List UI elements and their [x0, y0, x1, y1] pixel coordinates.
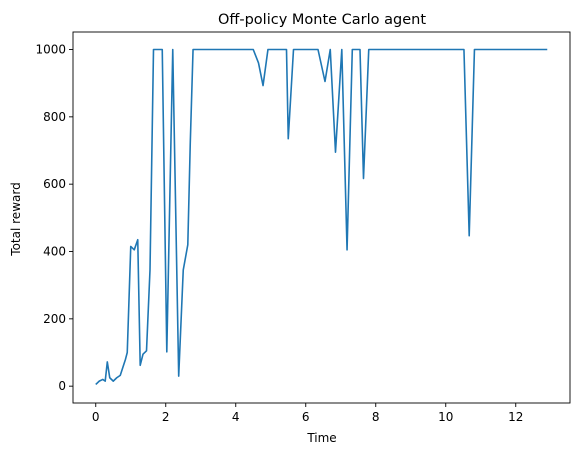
- series-line-0: [95, 48, 548, 386]
- y-tick-label-1000: 1000: [35, 43, 66, 57]
- x-tick-label-2: 2: [162, 410, 170, 424]
- x-tick-label-12: 12: [508, 410, 523, 424]
- chart-title: Off-policy Monte Carlo agent: [218, 12, 426, 28]
- x-tick-label-6: 6: [302, 410, 310, 424]
- y-tick-label-800: 800: [43, 110, 66, 124]
- x-tick-label-10: 10: [438, 410, 453, 424]
- y-tick-label-200: 200: [43, 312, 66, 326]
- x-tick-label-0: 0: [92, 410, 100, 424]
- x-axis-label: Time: [306, 431, 336, 445]
- y-axis-label: Total reward: [9, 182, 23, 256]
- axes-frame: [72, 31, 571, 404]
- y-tick-label-400: 400: [43, 245, 66, 259]
- y-tick-label-600: 600: [43, 177, 66, 191]
- x-tick-label-8: 8: [372, 410, 380, 424]
- plot-area: 0 2 4 6 8 10 12 0 200 400 600 800 1000: [35, 31, 571, 424]
- y-tick-label-0: 0: [58, 379, 66, 393]
- x-tick-label-4: 4: [232, 410, 240, 424]
